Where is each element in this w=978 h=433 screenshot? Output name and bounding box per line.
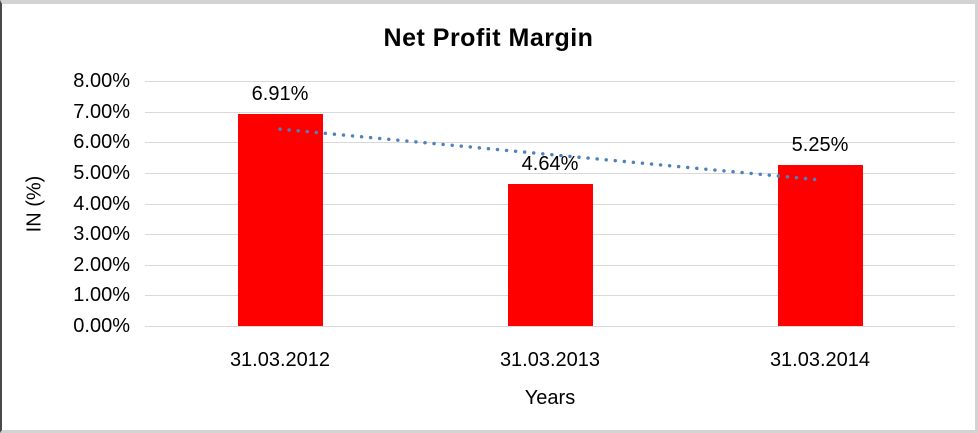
y-gridline	[145, 81, 955, 82]
bar	[777, 165, 863, 326]
x-axis-title: Years	[524, 387, 576, 409]
x-category-label: 31.03.2013	[499, 349, 601, 371]
x-category-label: 31.03.2012	[229, 349, 331, 371]
y-gridline	[145, 172, 955, 174]
bar	[507, 183, 593, 326]
y-gridline	[145, 111, 955, 113]
y-tick-label: 5.00%	[73, 161, 130, 184]
bar-data-label: 4.64%	[521, 152, 579, 175]
bar	[237, 114, 323, 326]
y-gridline	[145, 142, 955, 144]
y-tick-label: 7.00%	[73, 100, 130, 123]
bar-data-label: 6.91%	[251, 83, 309, 106]
y-tick-label: 6.00%	[73, 131, 130, 154]
y-tick-label: 8.00%	[73, 70, 130, 92]
y-tick-label: 0.00%	[73, 315, 130, 337]
chart-title: Net Profit Margin	[383, 24, 594, 52]
y-tick-label: 3.00%	[73, 223, 130, 246]
trendline-line	[278, 127, 822, 182]
y-tick-label: 1.00%	[73, 284, 130, 307]
trendline	[278, 127, 822, 182]
x-category-label: 31.03.2014	[769, 349, 871, 371]
y-gridline	[145, 326, 955, 327]
bar-data-label: 5.25%	[791, 134, 849, 157]
y-tick-label: 2.00%	[73, 253, 130, 276]
y-tick-label: 4.00%	[73, 192, 130, 215]
